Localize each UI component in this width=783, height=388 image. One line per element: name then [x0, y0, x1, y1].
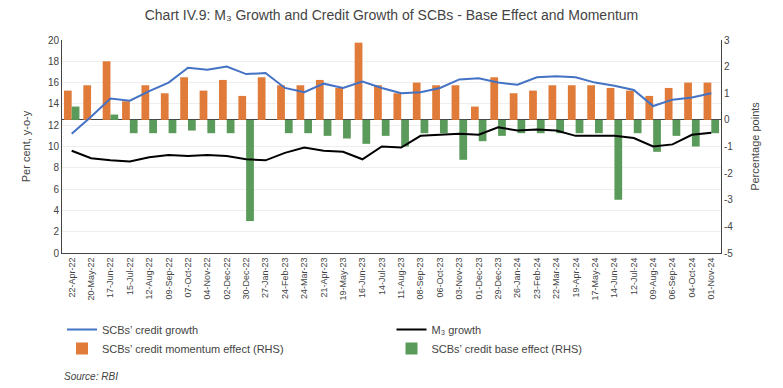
svg-text:Percentage points: Percentage points — [749, 102, 761, 191]
svg-text:22-Apr-22: 22-Apr-22 — [67, 258, 77, 298]
svg-text:02-Dec-22: 02-Dec-22 — [222, 258, 232, 300]
svg-text:30-Dec-22: 30-Dec-22 — [241, 258, 251, 300]
svg-text:-2: -2 — [724, 168, 733, 179]
svg-text:23-Feb-24: 23-Feb-24 — [532, 258, 542, 300]
svg-text:4: 4 — [53, 205, 59, 216]
svg-text:17-May-24: 17-May-24 — [590, 258, 600, 301]
svg-text:1: 1 — [724, 88, 730, 99]
svg-text:29-Dec-23: 29-Dec-23 — [493, 258, 503, 300]
svg-text:01-Dec-23: 01-Dec-23 — [474, 258, 484, 300]
svg-text:14: 14 — [48, 98, 60, 109]
svg-text:06-Oct-23: 06-Oct-23 — [435, 258, 445, 298]
svg-text:M₃ growth: M₃ growth — [432, 324, 482, 336]
svg-text:-5: -5 — [724, 248, 733, 259]
svg-text:Per cent, y-o-y: Per cent, y-o-y — [20, 110, 32, 182]
svg-text:21-Apr-23: 21-Apr-23 — [319, 258, 329, 298]
svg-text:19-May-23: 19-May-23 — [338, 258, 348, 301]
svg-text:14-Jun-24: 14-Jun-24 — [609, 258, 619, 299]
svg-text:10: 10 — [48, 141, 60, 152]
svg-text:20-May-22: 20-May-22 — [86, 258, 96, 301]
svg-text:15-Jul-22: 15-Jul-22 — [125, 258, 135, 296]
svg-text:12-Jul-24: 12-Jul-24 — [629, 258, 639, 296]
svg-text:-3: -3 — [724, 194, 733, 205]
svg-text:8: 8 — [53, 162, 59, 173]
svg-text:SCBs’ credit base effect (RHS): SCBs’ credit base effect (RHS) — [432, 343, 582, 355]
svg-text:06-Sep-24: 06-Sep-24 — [667, 258, 677, 300]
svg-text:22-Mar-24: 22-Mar-24 — [551, 258, 561, 300]
svg-text:Source: RBI: Source: RBI — [64, 371, 118, 382]
svg-text:24-Feb-23: 24-Feb-23 — [280, 258, 290, 300]
svg-text:18: 18 — [48, 56, 60, 67]
svg-text:16-Jun-23: 16-Jun-23 — [357, 258, 367, 299]
svg-text:04-Oct-24: 04-Oct-24 — [687, 258, 697, 298]
svg-text:26-Jan-24: 26-Jan-24 — [512, 258, 522, 299]
svg-text:2: 2 — [724, 61, 730, 72]
svg-text:27-Jan-23: 27-Jan-23 — [260, 258, 270, 299]
svg-text:11-Aug-23: 11-Aug-23 — [396, 258, 406, 299]
svg-text:09-Aug-24: 09-Aug-24 — [648, 258, 658, 300]
svg-text:3: 3 — [724, 35, 730, 46]
svg-text:07-Oct-22: 07-Oct-22 — [183, 258, 193, 298]
svg-text:2: 2 — [53, 226, 59, 237]
svg-text:14-Jul-23: 14-Jul-23 — [377, 258, 387, 296]
svg-text:19-Apr-24: 19-Apr-24 — [571, 258, 581, 298]
svg-text:20: 20 — [48, 35, 60, 46]
svg-text:04-Nov-22: 04-Nov-22 — [202, 258, 212, 300]
svg-text:Chart IV.9: M₃ Growth and Cred: Chart IV.9: M₃ Growth and Credit Growth … — [145, 7, 639, 23]
svg-text:17-Jun-22: 17-Jun-22 — [105, 258, 115, 299]
svg-text:0: 0 — [724, 114, 730, 125]
svg-text:SCBs’ credit momentum effect (: SCBs’ credit momentum effect (RHS) — [102, 343, 284, 355]
svg-text:01-Nov-24: 01-Nov-24 — [706, 258, 716, 300]
svg-text:SCBs’ credit growth: SCBs’ credit growth — [102, 324, 198, 336]
svg-text:-4: -4 — [724, 221, 733, 232]
svg-text:16: 16 — [48, 77, 60, 88]
svg-text:6: 6 — [53, 184, 59, 195]
svg-text:03-Nov-23: 03-Nov-23 — [454, 258, 464, 300]
svg-text:24-Mar-23: 24-Mar-23 — [299, 258, 309, 300]
svg-text:0: 0 — [53, 248, 59, 259]
svg-text:12-Aug-22: 12-Aug-22 — [144, 258, 154, 300]
svg-text:08-Sep-23: 08-Sep-23 — [415, 258, 425, 300]
svg-text:09-Sep-22: 09-Sep-22 — [164, 258, 174, 300]
svg-text:12: 12 — [48, 120, 60, 131]
svg-text:-1: -1 — [724, 141, 733, 152]
